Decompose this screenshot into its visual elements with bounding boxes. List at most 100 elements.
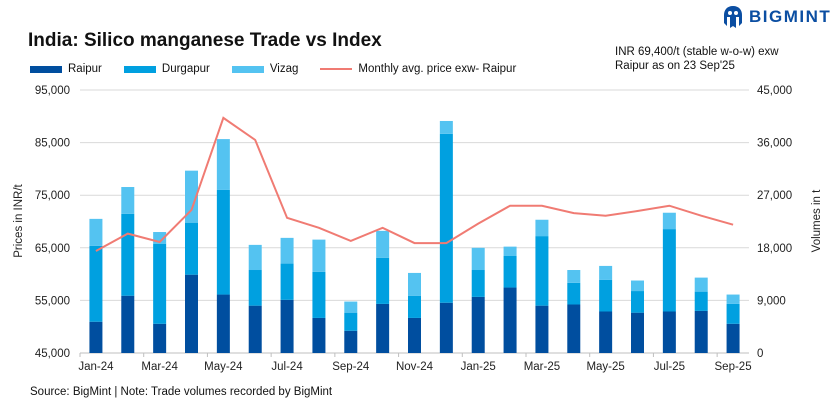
legend-label: Durgapur bbox=[161, 63, 210, 75]
bar-raipur-jul-24 bbox=[280, 299, 294, 353]
bar-raipur-dec-24 bbox=[439, 302, 453, 353]
bar-durgapur-feb-24 bbox=[121, 213, 135, 296]
bar-vizag-apr-25 bbox=[567, 270, 581, 283]
bar-vizag-dec-24 bbox=[439, 120, 453, 134]
legend-label: Vizag bbox=[269, 63, 299, 75]
bar-vizag-oct-24 bbox=[376, 230, 390, 258]
bar-raipur-mar-25 bbox=[535, 305, 549, 353]
bar-vizag-jul-24 bbox=[280, 237, 294, 264]
bar-vizag-jun-24 bbox=[248, 244, 262, 271]
bar-durgapur-jun-25 bbox=[631, 291, 644, 313]
bar-raipur-oct-24 bbox=[376, 303, 390, 353]
bar-durgapur-jul-25 bbox=[662, 229, 676, 312]
bar-raipur-jan-24 bbox=[89, 321, 103, 353]
y-tick-label: 45,000 bbox=[35, 348, 70, 360]
y-tick-label: 55,000 bbox=[35, 295, 70, 307]
bar-vizag-aug-24 bbox=[312, 239, 326, 272]
bar-raipur-sep-24 bbox=[344, 330, 358, 353]
bar-durgapur-may-25 bbox=[599, 279, 613, 312]
bar-durgapur-jun-24 bbox=[248, 270, 262, 306]
bar-raipur-nov-24 bbox=[408, 317, 421, 353]
price-note-line1: INR 69,400/t (stable w-o-w) exw bbox=[615, 46, 779, 58]
legend-label: Monthly avg. price exw- Raipur bbox=[358, 63, 517, 75]
legend-label: Raipur bbox=[68, 63, 102, 75]
y2-tick-label: 9,000 bbox=[757, 295, 786, 307]
bar-raipur-jul-25 bbox=[662, 311, 676, 353]
bar-durgapur-mar-24 bbox=[153, 243, 167, 324]
bar-vizag-feb-25 bbox=[503, 246, 517, 256]
legend-item-price: Monthly avg. price exw- Raipur bbox=[320, 63, 516, 75]
bigmint-logo-icon bbox=[724, 6, 742, 28]
bar-durgapur-aug-25 bbox=[694, 291, 708, 311]
bar-raipur-feb-24 bbox=[121, 295, 135, 353]
bar-raipur-jun-25 bbox=[631, 312, 644, 353]
legend-item-vizag: Vizag bbox=[231, 63, 299, 75]
bar-durgapur-jul-24 bbox=[280, 263, 294, 300]
bar-durgapur-jan-24 bbox=[89, 245, 103, 322]
bar-vizag-jun-25 bbox=[631, 280, 644, 292]
x-tick-label: Jul-25 bbox=[654, 361, 685, 373]
bar-durgapur-dec-24 bbox=[439, 133, 453, 303]
y-tick-label: 65,000 bbox=[35, 243, 70, 255]
bar-vizag-mar-24 bbox=[153, 232, 167, 244]
x-tick-label: Jan-24 bbox=[78, 361, 114, 373]
y-tick-label: 95,000 bbox=[35, 85, 70, 97]
bar-durgapur-sep-24 bbox=[344, 312, 358, 331]
x-tick-label: Jan-25 bbox=[461, 361, 496, 373]
bar-vizag-sep-25 bbox=[726, 294, 740, 304]
bar-raipur-sep-25 bbox=[726, 323, 740, 353]
y-tick-label: 75,000 bbox=[35, 190, 70, 202]
y2-tick-label: 36,000 bbox=[757, 138, 792, 150]
bar-vizag-nov-24 bbox=[408, 272, 421, 296]
x-tick-label: Nov-24 bbox=[396, 361, 434, 373]
legend-swatch bbox=[30, 65, 62, 73]
x-tick-label: Sep-25 bbox=[715, 361, 752, 373]
y2-tick-label: 18,000 bbox=[757, 243, 792, 255]
bar-durgapur-oct-24 bbox=[376, 257, 390, 304]
bar-raipur-jan-25 bbox=[471, 296, 485, 353]
legend: Raipur Durgapur Vizag Monthly avg. price… bbox=[30, 63, 538, 75]
legend-item-durgapur: Durgapur bbox=[123, 63, 210, 75]
bar-durgapur-aug-24 bbox=[312, 271, 326, 318]
source-note: Source: BigMint | Note: Trade volumes re… bbox=[30, 386, 333, 398]
bar-durgapur-nov-24 bbox=[408, 295, 421, 318]
y2-tick-label: 45,000 bbox=[757, 85, 792, 97]
bar-durgapur-mar-25 bbox=[535, 236, 549, 306]
x-tick-label: Sep-24 bbox=[332, 361, 370, 373]
bar-durgapur-sep-25 bbox=[726, 303, 740, 324]
legend-swatch bbox=[320, 68, 353, 70]
bar-raipur-aug-24 bbox=[312, 317, 326, 353]
bar-vizag-mar-25 bbox=[535, 219, 549, 237]
bar-raipur-may-24 bbox=[216, 294, 230, 353]
x-tick-label: Mar-24 bbox=[141, 361, 178, 373]
y-axis-title: Prices in INR/t bbox=[13, 183, 25, 257]
price-note-line2: Raipur as on 23 Sep'25 bbox=[615, 60, 735, 72]
bar-durgapur-apr-25 bbox=[567, 282, 581, 305]
bar-vizag-sep-24 bbox=[344, 301, 358, 313]
price-note: INR 69,400/t (stable w-o-w) exw Raipur a… bbox=[615, 45, 815, 73]
bar-vizag-may-25 bbox=[599, 265, 613, 280]
y2-tick-label: 0 bbox=[757, 348, 763, 360]
bar-vizag-apr-24 bbox=[185, 170, 198, 223]
bar-raipur-apr-25 bbox=[567, 304, 581, 353]
bar-vizag-aug-25 bbox=[694, 277, 708, 292]
bar-durgapur-apr-24 bbox=[185, 222, 198, 275]
legend-swatch bbox=[231, 65, 264, 73]
bar-durgapur-feb-25 bbox=[503, 255, 517, 288]
brand-name: BIGMINT bbox=[749, 7, 832, 26]
bar-raipur-apr-24 bbox=[185, 274, 198, 353]
x-tick-label: May-25 bbox=[586, 361, 624, 373]
bar-durgapur-may-24 bbox=[216, 189, 230, 295]
bar-vizag-jan-25 bbox=[471, 247, 485, 271]
bar-vizag-jul-25 bbox=[662, 212, 676, 230]
bar-durgapur-jan-25 bbox=[471, 270, 485, 297]
chart-title: India: Silico manganese Trade vs Index bbox=[28, 30, 382, 51]
bar-vizag-feb-24 bbox=[121, 187, 135, 214]
bar-raipur-may-25 bbox=[599, 311, 613, 353]
x-tick-label: May-24 bbox=[204, 361, 243, 373]
bar-vizag-may-24 bbox=[216, 139, 230, 190]
bar-raipur-mar-24 bbox=[153, 323, 167, 353]
brand-logo: BIGMINT bbox=[722, 5, 831, 29]
